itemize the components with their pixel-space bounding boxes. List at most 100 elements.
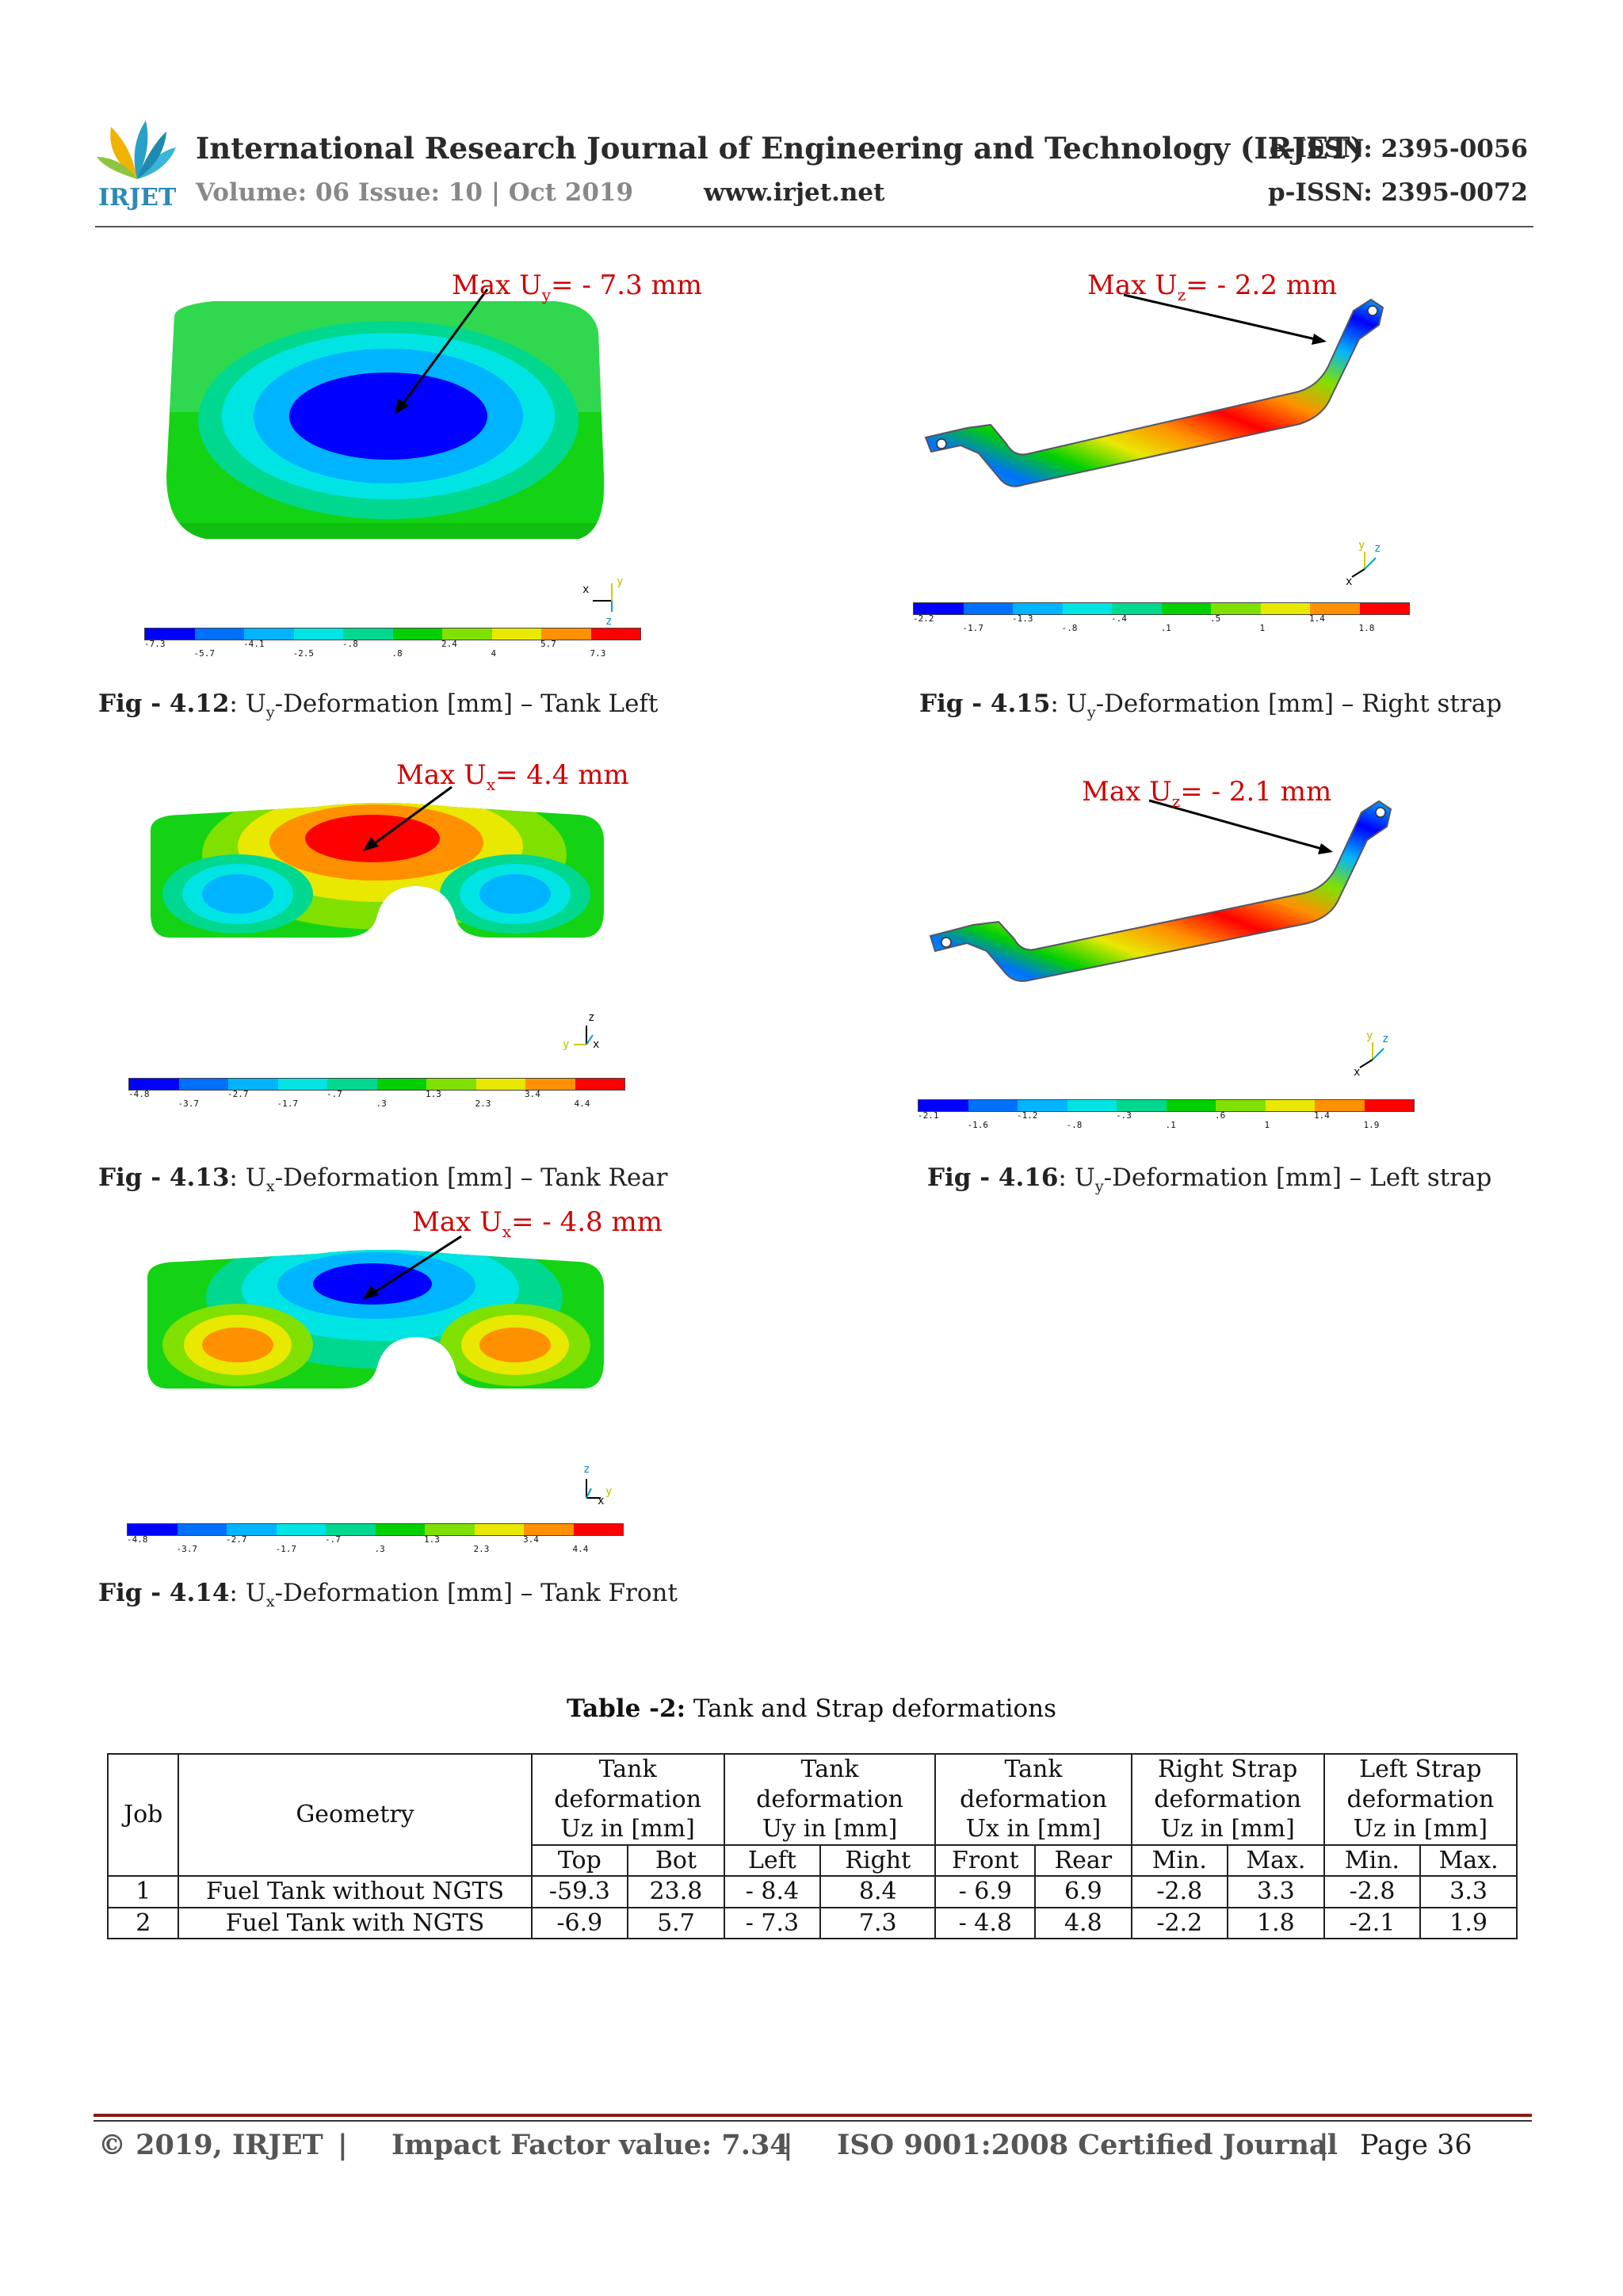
- figure-4-12: x y z Max Uy= - 7.3 mm -7.3 -4.1 -.8 2.4 5.7…: [119, 269, 702, 666]
- legend-tick-label: -.7: [325, 1534, 341, 1545]
- legend-swatch: [228, 1079, 278, 1090]
- legend-tick-label: 4: [491, 648, 497, 659]
- legend-tick-label: -.8: [1066, 1120, 1083, 1130]
- right-strap-contour: z y x: [924, 293, 1384, 588]
- legend-swatch: [914, 603, 964, 614]
- value-cell: -2.8: [1323, 1875, 1422, 1908]
- triad-z-label: z: [583, 1463, 590, 1476]
- column-header-geometry: Geometry: [178, 1753, 533, 1877]
- legend-swatch: [1359, 603, 1409, 614]
- value-cell: -59.3: [530, 1875, 629, 1908]
- legend-swatch: [573, 1524, 623, 1535]
- legend-tick-label: 5.7: [540, 639, 556, 649]
- legend-tick-label: -3.7: [178, 1098, 200, 1109]
- tank-left-contour: x y z: [166, 288, 623, 628]
- legend-tick-label: -4.8: [127, 1534, 148, 1545]
- journal-title: International Research Journal of Engine…: [196, 131, 1365, 166]
- legend-swatch: [918, 1100, 968, 1111]
- legend-tick-label: .3: [374, 1544, 385, 1554]
- legend-tick-label: -2.5: [292, 648, 315, 659]
- legend-tick-label: -.8: [1061, 623, 1078, 633]
- legend-swatch: [1310, 603, 1360, 614]
- value-cell: - 7.3: [723, 1906, 822, 1939]
- max-deformation-label: Max Ux= 4.4 mm: [396, 759, 629, 794]
- legend-tick-label: -2.1: [918, 1110, 939, 1121]
- value-cell: -6.9: [530, 1906, 629, 1939]
- legend-swatch: [293, 628, 343, 640]
- journal-website[interactable]: www.irjet.net: [704, 178, 885, 207]
- legend-tick-label: 1.4: [1314, 1110, 1330, 1121]
- legend-swatch: [1364, 1100, 1414, 1111]
- value-cell: - 6.9: [934, 1875, 1037, 1908]
- legend-colorbar: [918, 1099, 1415, 1112]
- max-deformation-label: Max Uz= - 2.2 mm: [1087, 269, 1338, 304]
- legend-swatch: [1018, 1100, 1067, 1111]
- value-cell: - 8.4: [723, 1875, 822, 1908]
- legend-swatch: [1265, 1100, 1315, 1111]
- legend-tick-label: .8: [391, 648, 403, 659]
- triad-x-label: x: [1354, 1066, 1360, 1079]
- column-header-job: Job: [106, 1753, 180, 1877]
- value-cell: - 4.8: [934, 1906, 1037, 1939]
- triad-y-label: y: [605, 1485, 612, 1498]
- subheader-cell: Front: [934, 1843, 1037, 1877]
- legend-tick-label: 1.8: [1358, 623, 1375, 633]
- legend-tick-label: 1.4: [1309, 613, 1325, 624]
- column-group-header: Tank deformation Uy in [mm]: [723, 1753, 937, 1846]
- subheader-cell: Rear: [1034, 1843, 1132, 1877]
- footer-separator: |: [338, 2129, 348, 2161]
- legend-tick-label: -4.8: [128, 1089, 150, 1099]
- legend-tick-label: -5.7: [193, 648, 216, 659]
- triad-x-label: x: [593, 1038, 599, 1051]
- legend-tick-label: 7.3: [590, 648, 606, 659]
- legend-swatch: [1166, 1100, 1216, 1111]
- legend-tick-label: -.4: [1111, 613, 1127, 624]
- triad-y-label: y: [563, 1038, 569, 1051]
- color-legend: -2.2 -1.3 -.4 .5 1.4 -1.7 -.8 .1 1 1.8: [913, 602, 1410, 636]
- legend-tick-label: 2.3: [475, 1098, 491, 1109]
- legend-swatch: [1161, 603, 1211, 614]
- legend-swatch: [1062, 603, 1112, 614]
- legend-tick-label: -1.7: [277, 1098, 299, 1109]
- legend-tick-label: -1.6: [967, 1120, 989, 1130]
- triad-z-label: z: [1382, 1033, 1388, 1045]
- value-cell: 7.3: [819, 1906, 937, 1939]
- triad-z-label: z: [1374, 542, 1381, 555]
- table-row: 2 Fuel Tank with NGTS -6.9 5.7 - 7.3 7.3…: [106, 1906, 1518, 1939]
- value-cell: 3.3: [1227, 1875, 1325, 1908]
- p-issn: p-ISSN: 2395-0072: [1267, 178, 1528, 207]
- legend-tick-label: 1: [1259, 623, 1266, 633]
- legend-tick-label: -.7: [327, 1089, 342, 1099]
- legend-swatch: [177, 1524, 227, 1535]
- value-cell: 1.9: [1419, 1906, 1518, 1939]
- legend-swatch: [375, 1524, 425, 1535]
- triad-x-label: x: [582, 583, 589, 596]
- legend-colorbar: [128, 1078, 625, 1091]
- legend-tick-label: -2.2: [913, 613, 934, 624]
- triad-y-label: y: [617, 575, 623, 588]
- legend-swatch: [178, 1079, 228, 1090]
- logo-leaves-icon: [97, 120, 176, 179]
- legend-tick-label: 3.4: [523, 1534, 539, 1545]
- value-cell: 4.8: [1034, 1906, 1132, 1939]
- axis-triad-icon: [593, 583, 613, 612]
- legend-swatch: [475, 1079, 525, 1090]
- legend-colorbar: [127, 1523, 624, 1536]
- triad-z-label: z: [588, 1011, 594, 1024]
- legend-colorbar: [144, 628, 641, 640]
- tank-rear-contour: z y x: [151, 785, 604, 1051]
- table-subheader-row: Top Bot Left Right Front Rear Min. Max. …: [108, 1843, 1518, 1877]
- column-group-header: Tank deformation Ux in [mm]: [934, 1753, 1132, 1846]
- legend-swatch: [1067, 1100, 1117, 1111]
- legend-swatch: [227, 1524, 277, 1535]
- legend-tick-label: 1.3: [424, 1534, 440, 1545]
- figure-caption-4-16: Fig - 4.16: Uy-Deformation [mm] – Left s…: [927, 1163, 1492, 1196]
- column-group-header: Left Strap deformation Uz in [mm]: [1323, 1753, 1518, 1846]
- legend-tick-label: -1.3: [1012, 613, 1033, 624]
- legend-tick-label: -1.7: [275, 1544, 297, 1554]
- logo-text: IRJET: [98, 184, 177, 212]
- subheader-cell: Min.: [1130, 1843, 1229, 1877]
- legend-tick-label: 4.4: [572, 1544, 589, 1554]
- legend-tick-label: .5: [1210, 613, 1221, 624]
- footer-copyright: © 2019, IRJET: [98, 2129, 323, 2161]
